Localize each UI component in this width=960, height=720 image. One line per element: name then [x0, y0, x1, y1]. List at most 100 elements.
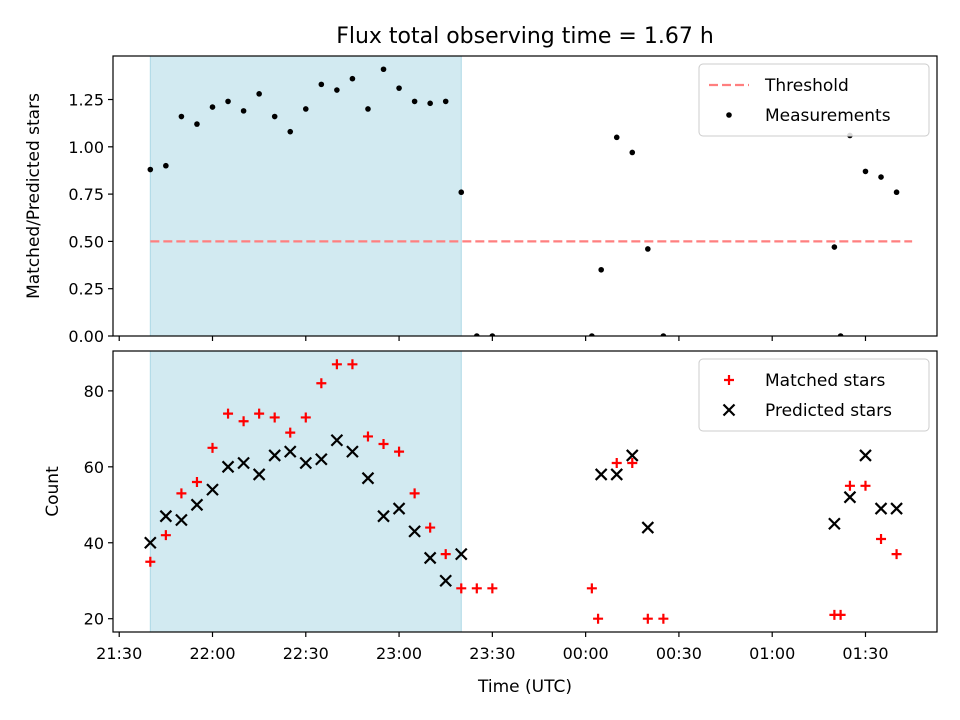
- matched-star-point: [456, 583, 467, 594]
- matched-star-point: [378, 439, 389, 450]
- predicted-star-point: [315, 452, 328, 466]
- measurement-point: [349, 75, 356, 82]
- measurement-point: [837, 333, 844, 336]
- measurement-point: [660, 333, 667, 336]
- matched-star-point: [642, 613, 653, 624]
- predicted-star-point: [423, 551, 437, 565]
- measurement-point: [365, 106, 371, 112]
- legend-matched-swatch: [724, 375, 734, 385]
- x-tick-label: 01:30: [842, 644, 888, 663]
- predicted-star-point: [392, 502, 406, 515]
- x-tick-label: 22:30: [283, 644, 329, 663]
- x-axis-label: Time (UTC): [477, 677, 572, 697]
- predicted-star-point: [268, 449, 281, 462]
- measurement-point: [209, 104, 216, 110]
- legend-label: Measurements: [765, 106, 891, 126]
- y-tick-label: 0.50: [68, 232, 104, 251]
- legend-label: Threshold: [764, 76, 849, 96]
- matched-star-point: [487, 583, 498, 594]
- legend-measurement-swatch: [726, 112, 732, 118]
- measurement-point: [240, 108, 247, 114]
- y-tick-label: 0.25: [68, 280, 104, 299]
- data-markers: [144, 359, 903, 624]
- matched-star-point: [316, 378, 327, 389]
- predicted-star-point: [206, 483, 219, 496]
- y-tick-label: 1.00: [68, 138, 104, 157]
- matched-star-point: [238, 416, 249, 427]
- matched-star-point: [425, 522, 436, 533]
- matched-star-point: [835, 609, 846, 620]
- measurement-point: [163, 162, 169, 169]
- measurement-point: [287, 128, 294, 135]
- observing-window: [150, 56, 462, 336]
- measurement-point: [318, 81, 325, 88]
- observing-window: [150, 351, 462, 632]
- measurement-point: [878, 174, 884, 180]
- measurement-point: [194, 121, 200, 127]
- predicted-star-point: [859, 449, 872, 462]
- matched-star-point: [347, 359, 358, 370]
- legend-box: [698, 63, 930, 137]
- legend-label: Predicted stars: [765, 401, 892, 421]
- y-tick-label: 0.00: [68, 327, 104, 346]
- measurement-point: [893, 189, 900, 196]
- measurement-point: [589, 333, 595, 336]
- matched-star-point: [145, 556, 156, 567]
- predicted-star-point: [330, 433, 344, 447]
- matched-star-point: [362, 431, 373, 442]
- data-markers: [147, 66, 900, 336]
- matched-star-point: [440, 549, 451, 560]
- predicted-star-point: [625, 449, 639, 462]
- measurement-point: [396, 85, 402, 91]
- matched-star-point: [844, 480, 855, 491]
- measurement-point: [645, 246, 651, 252]
- x-tick-label: 21:30: [96, 644, 142, 663]
- legend-box: [698, 358, 930, 432]
- predicted-star-point: [221, 460, 235, 474]
- measurement-point: [598, 266, 604, 273]
- measurement-point: [225, 98, 231, 105]
- predicted-star-point: [377, 509, 390, 523]
- matched-star-point: [860, 480, 871, 491]
- y-tick-label: 1.25: [68, 91, 104, 110]
- measurement-point: [178, 113, 185, 120]
- matched-star-point: [593, 613, 604, 624]
- predicted-star-point: [828, 517, 841, 531]
- measurement-point: [629, 149, 636, 156]
- predicted-star-point: [283, 445, 297, 458]
- predicted-star-point: [454, 547, 468, 561]
- measurement-point: [380, 66, 387, 73]
- axes-frame: [112, 350, 938, 633]
- y-tick-label: 80: [84, 382, 104, 401]
- matched-star-point: [471, 583, 482, 594]
- predicted-star-point: [439, 574, 452, 588]
- predicted-star-point: [874, 502, 888, 515]
- matched-star-point: [876, 533, 887, 544]
- measurement-point: [442, 98, 449, 105]
- x-tick-label: 23:30: [469, 644, 515, 663]
- measurement-point: [411, 98, 418, 105]
- y-axis-label: Matched/Predicted stars: [24, 93, 44, 299]
- matched-star-point: [586, 583, 597, 594]
- predicted-star-point: [361, 471, 375, 485]
- matched-star-point: [160, 530, 171, 541]
- predicted-star-point: [175, 513, 188, 527]
- measurement-point: [474, 333, 480, 336]
- predicted-star-point: [299, 456, 313, 470]
- predicted-star-point: [144, 536, 157, 550]
- ratio-panel: 0.00 0.25 0.50 0.75 1.00 1.25 Matched/Predicte…: [24, 55, 938, 346]
- predicted-star-point: [610, 468, 624, 481]
- x-tick-label: 00:00: [563, 644, 609, 663]
- measurement-point: [862, 168, 869, 175]
- y-tick-label: 20: [84, 610, 104, 629]
- measurement-point: [334, 87, 340, 93]
- predicted-star-point: [641, 521, 655, 534]
- matched-star-point: [891, 549, 902, 560]
- measurement-point: [458, 189, 465, 196]
- x-tick-label: 22:00: [189, 644, 235, 663]
- matched-star-point: [207, 442, 218, 453]
- x-tick-label: 00:30: [656, 644, 702, 663]
- predicted-star-point: [408, 525, 421, 538]
- measurement-point: [147, 166, 154, 173]
